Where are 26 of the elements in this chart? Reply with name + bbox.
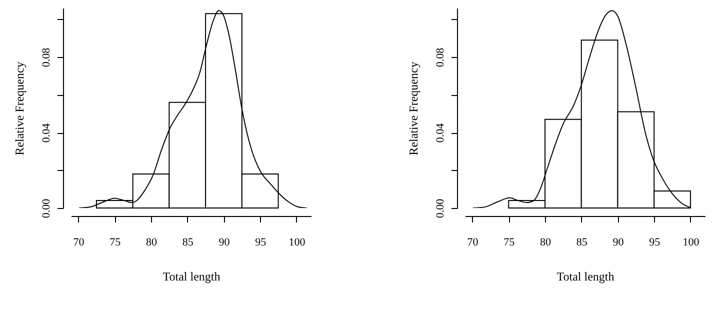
- x-tick-label: 90: [218, 236, 230, 248]
- x-axis-title: Total length: [162, 270, 220, 284]
- y-tick-label: 0.00: [40, 198, 52, 218]
- x-tick-label: 80: [540, 236, 552, 248]
- x-tick-label: 75: [504, 236, 516, 248]
- line-series: [78, 10, 308, 208]
- x-tick-label: 100: [682, 236, 700, 248]
- x-tick-label: 85: [182, 236, 194, 248]
- y-tick-label: 0.08: [434, 47, 446, 68]
- y-tick-label: 0.04: [40, 122, 52, 143]
- y-tick-label: 0.08: [40, 47, 52, 68]
- x-tick-label: 80: [146, 236, 158, 248]
- x-tick-label: 70: [73, 236, 85, 248]
- y-axis-title: Relative Frequency: [406, 62, 420, 156]
- line-series: [472, 10, 691, 208]
- y-axis-title: Relative Frequency: [12, 62, 26, 156]
- x-tick-label: 70: [467, 236, 479, 248]
- x-tick-label: 95: [649, 236, 661, 248]
- x-tick-label: 95: [255, 236, 267, 248]
- y-tick-label: 0.00: [434, 198, 446, 218]
- x-tick-label: 100: [288, 236, 306, 248]
- x-tick-label: 90: [612, 236, 624, 248]
- y-tick-label: 0.04: [434, 122, 446, 143]
- x-axis-title: Total length: [556, 270, 614, 284]
- x-tick-label: 75: [110, 236, 122, 248]
- x-tick-label: 85: [576, 236, 588, 248]
